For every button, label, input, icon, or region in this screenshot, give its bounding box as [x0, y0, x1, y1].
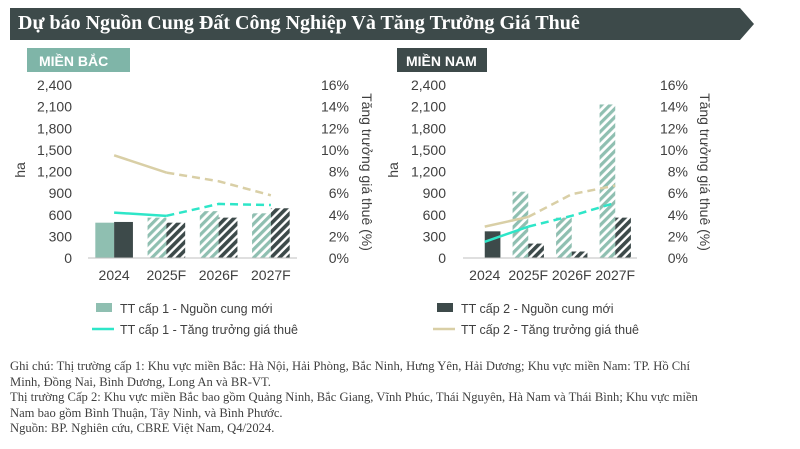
south-x-tick: 2026F — [552, 267, 592, 283]
north-bar-tier1-supply — [252, 213, 271, 258]
south-y-tick: 1,800 — [411, 120, 446, 136]
south-y2-tick: 6% — [668, 185, 688, 201]
legend-swatch-bar — [96, 303, 112, 312]
south-x-tick: 2027F — [595, 267, 635, 283]
north-x-tick: 2025F — [147, 267, 187, 283]
south-bar-tier1-supply — [556, 217, 572, 258]
north-y2-tick: 4% — [329, 207, 349, 223]
title-arrow-shape — [740, 8, 754, 40]
south-y2-tick: 0% — [668, 250, 688, 266]
north-y2-tick: 14% — [321, 99, 349, 115]
south-y-tick: 2,400 — [411, 77, 446, 93]
north-y2-tick: 6% — [329, 185, 349, 201]
note-line-5: Nguồn: BP. Nghiên cứu, CBRE Việt Nam, Q4… — [10, 421, 275, 436]
south-y2-tick: 16% — [660, 77, 688, 93]
north-bar-tier1-supply — [147, 217, 167, 258]
south-bar-tier2-supply — [528, 243, 544, 258]
note-line-3: Thị trường Cấp 2: Khu vực miền Bắc bao g… — [10, 390, 698, 405]
north-line-tier2-growth-actual — [113, 154, 167, 174]
south-y-tick: 900 — [423, 185, 447, 201]
south-y2-tick: 2% — [668, 228, 688, 244]
north-y-tick: 1,500 — [37, 142, 72, 158]
north-y2-tick: 10% — [321, 142, 349, 158]
north-y-tick: 2,400 — [37, 77, 72, 93]
south-y2-tick: 12% — [660, 120, 688, 136]
north-y2-tick: 16% — [321, 77, 349, 93]
south-y-tick: 300 — [423, 228, 447, 244]
legend-label: TT cấp 2 - Tăng trưởng giá thuê — [461, 323, 639, 337]
legend-label: TT cấp 2 - Nguồn cung mới — [461, 302, 613, 316]
south-y-tick: 1,200 — [411, 164, 446, 180]
south-y2-axis-label: Tăng trưởng giá thuê (%) — [697, 93, 713, 251]
south-x-tick: 2025F — [508, 267, 548, 283]
south-line-tier2-growth-forecast — [527, 184, 616, 219]
north-x-tick: 2024 — [99, 267, 130, 283]
note-line-1: Ghi chú: Thị trường cấp 1: Khu vực miền … — [10, 359, 690, 373]
north-y-tick: 0 — [64, 250, 72, 266]
north-y-tick: 1,800 — [37, 120, 72, 136]
chart-legend: TT cấp 1 - Nguồn cung mới TT cấp 2 - Nguồ… — [92, 302, 639, 337]
north-x-tick: 2027F — [251, 267, 291, 283]
south-bar-tier1-supply — [599, 104, 616, 259]
north-header-box — [27, 48, 130, 72]
note-line-2: Minh, Đồng Nai, Bình Dương, Long An và B… — [10, 374, 271, 389]
footnotes: Ghi chú: Thị trường cấp 1: Khu vực miền … — [10, 359, 790, 437]
south-y-tick: 600 — [423, 207, 447, 223]
north-line-tier1-growth-actual — [114, 211, 167, 218]
north-y-tick: 900 — [49, 185, 73, 201]
north-y-tick: 300 — [49, 228, 73, 244]
north-y-tick: 1,200 — [37, 164, 72, 180]
south-header-box — [397, 48, 487, 72]
north-bar-tier2-supply — [166, 222, 186, 258]
north-bar-tier2-supply — [114, 221, 133, 258]
note-line-4: Nam bao gồm Bình Thuận, Tây Ninh, và Bìn… — [10, 405, 283, 420]
south-bar-tier2-supply — [571, 251, 588, 258]
south-chart-panel: MIỀN NAM 0 300 600 900 1,200 1,500 1,800 2,100 2,… — [385, 48, 713, 283]
north-bar-tier2-supply — [270, 208, 290, 258]
north-chart-panel: MIỀN BẮC 0 300 600 900 1,200 1,500 1,800 2,100 2,… — [12, 48, 375, 283]
south-y-tick: 2,100 — [411, 99, 446, 115]
north-y2-tick: 12% — [321, 120, 349, 136]
north-line-tier1-growth-forecast — [166, 202, 271, 218]
north-bar-tier1-supply — [95, 222, 115, 258]
legend-swatch-bar — [437, 303, 453, 312]
north-y2-axis-label: Tăng trưởng giá thuê (%) — [359, 93, 375, 251]
north-y2-tick: 0% — [329, 250, 349, 266]
south-y2-tick: 14% — [660, 99, 688, 115]
title-bar — [10, 8, 740, 40]
north-bar-tier2-supply — [218, 217, 238, 258]
south-y2-tick: 8% — [668, 164, 688, 180]
south-bar-tier2-supply — [615, 217, 631, 258]
south-line-tier1-growth-forecast — [527, 201, 616, 228]
north-line-tier2-growth-forecast — [166, 171, 272, 197]
south-y2-tick: 10% — [660, 142, 688, 158]
north-y-tick: 2,100 — [37, 99, 72, 115]
south-header-label: MIỀN NAM — [406, 53, 477, 69]
legend-label: TT cấp 1 - Tăng trưởng giá thuê — [120, 323, 298, 337]
south-line-tier1-growth-actual — [484, 225, 529, 243]
south-bar-tier2-supply — [484, 231, 501, 258]
south-x-tick: 2024 — [469, 267, 500, 283]
north-y-axis-label: ha — [12, 162, 28, 178]
page-title: Dự báo Nguồn Cung Đất Công Nghiệp Và Tăn… — [18, 12, 580, 34]
north-bar-tier1-supply — [199, 211, 219, 258]
south-y-tick: 1,500 — [411, 142, 446, 158]
south-line-tier2-growth-actual — [484, 215, 529, 228]
north-y2-tick: 2% — [329, 228, 349, 244]
north-y2-tick: 8% — [329, 164, 349, 180]
legend-label: TT cấp 1 - Nguồn cung mới — [120, 302, 272, 316]
north-y-tick: 600 — [49, 207, 73, 223]
north-x-tick: 2026F — [199, 267, 239, 283]
south-y2-tick: 4% — [668, 207, 688, 223]
south-y-tick: 0 — [438, 250, 446, 266]
south-y-axis-label: ha — [385, 162, 401, 178]
north-header-label: MIỀN BẮC — [39, 52, 108, 69]
south-bar-tier1-supply — [512, 191, 529, 258]
